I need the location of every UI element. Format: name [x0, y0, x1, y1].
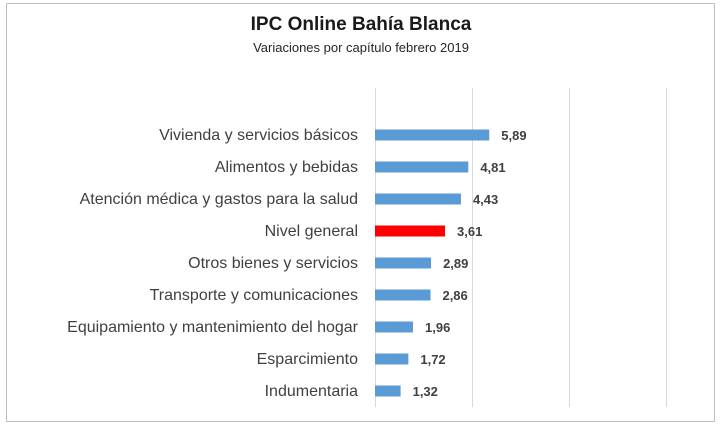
chart-frame: [6, 3, 715, 422]
data-label: 4,81: [480, 160, 505, 175]
category-label: Esparcimiento: [257, 351, 358, 368]
data-label: 4,43: [473, 192, 498, 207]
bar: [375, 321, 414, 333]
data-label: 2,89: [443, 256, 468, 271]
data-label: 5,89: [501, 128, 526, 143]
bar: [375, 193, 461, 205]
category-label: Atención médica y gastos para la salud: [80, 191, 358, 208]
category-label: Equipamiento y mantenimiento del hogar: [67, 319, 359, 336]
chart-title: IPC Online Bahía Blanca: [250, 14, 472, 35]
bar: [375, 289, 431, 301]
bar: [375, 353, 409, 365]
bar: [375, 225, 446, 237]
chart-subtitle: Variaciones por capítulo febrero 2019: [253, 40, 469, 55]
category-label: Nivel general: [265, 223, 358, 240]
category-label: Transporte y comunicaciones: [150, 287, 358, 304]
data-label: 3,61: [457, 224, 482, 239]
data-label: 1,72: [420, 352, 445, 367]
bar: [375, 257, 432, 269]
category-label: Vivienda y servicios básicos: [159, 127, 358, 144]
category-label: Otros bienes y servicios: [188, 255, 358, 272]
data-label: 2,86: [442, 288, 467, 303]
data-label: 1,96: [425, 320, 450, 335]
category-label: Alimentos y bebidas: [215, 159, 358, 176]
bar: [375, 129, 490, 141]
bar: [375, 161, 469, 173]
category-label: Indumentaria: [265, 383, 358, 400]
data-label: 1,32: [413, 384, 438, 399]
bar: [375, 385, 401, 397]
